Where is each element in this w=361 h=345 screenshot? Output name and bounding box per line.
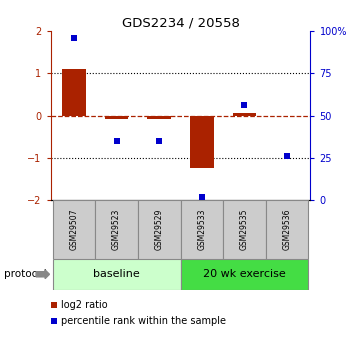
Text: GSM29535: GSM29535 xyxy=(240,209,249,250)
Bar xyxy=(62,69,86,116)
Bar xyxy=(180,259,308,290)
Text: protocol: protocol xyxy=(4,269,46,279)
Bar xyxy=(233,114,256,116)
Title: GDS2234 / 20558: GDS2234 / 20558 xyxy=(122,17,239,30)
Text: percentile rank within the sample: percentile rank within the sample xyxy=(61,316,226,326)
Point xyxy=(71,35,77,41)
Text: baseline: baseline xyxy=(93,269,140,279)
Bar xyxy=(53,200,95,259)
Text: GSM29507: GSM29507 xyxy=(69,209,78,250)
Bar xyxy=(190,116,213,168)
Text: log2 ratio: log2 ratio xyxy=(61,300,107,310)
Bar xyxy=(266,200,308,259)
Bar xyxy=(223,200,266,259)
Point xyxy=(199,194,205,199)
Point xyxy=(114,138,119,144)
Bar xyxy=(95,200,138,259)
Text: 20 wk exercise: 20 wk exercise xyxy=(203,269,286,279)
Bar xyxy=(105,116,128,119)
Point xyxy=(284,154,290,159)
Bar xyxy=(53,259,180,290)
Text: GSM29523: GSM29523 xyxy=(112,209,121,250)
Bar xyxy=(138,200,180,259)
Point xyxy=(242,103,247,108)
Bar xyxy=(180,200,223,259)
Text: GSM29529: GSM29529 xyxy=(155,209,164,250)
Text: GSM29533: GSM29533 xyxy=(197,209,206,250)
Bar xyxy=(148,116,171,119)
Point xyxy=(156,138,162,144)
Text: GSM29536: GSM29536 xyxy=(283,209,292,250)
